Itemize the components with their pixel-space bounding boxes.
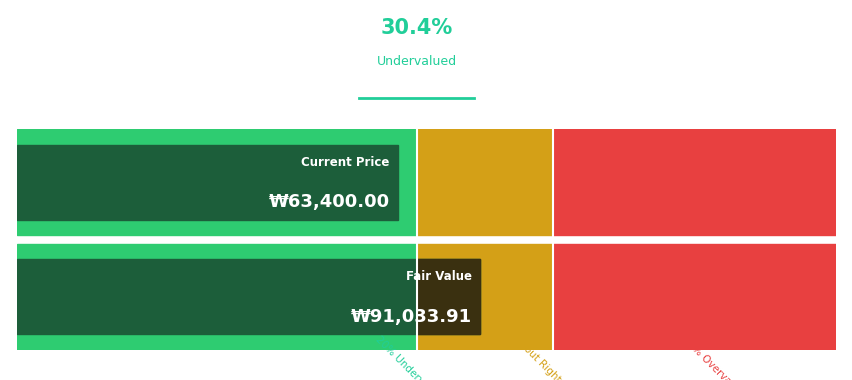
Bar: [553, 129, 835, 235]
Bar: [17, 259, 479, 334]
Bar: [17, 145, 397, 220]
Text: ₩91,033.91: ₩91,033.91: [350, 307, 471, 326]
Text: Fair Value: Fair Value: [405, 270, 471, 283]
Bar: [17, 129, 416, 235]
Bar: [553, 244, 835, 350]
Bar: [17, 244, 416, 350]
Text: 30.4%: 30.4%: [380, 18, 452, 38]
Bar: [416, 244, 553, 350]
Text: ₩63,400.00: ₩63,400.00: [268, 193, 389, 211]
Text: About Right: About Right: [512, 334, 562, 380]
Text: Current Price: Current Price: [301, 156, 389, 169]
Bar: [416, 259, 479, 334]
Text: Undervalued: Undervalued: [377, 55, 456, 68]
Text: 20% Undervalued: 20% Undervalued: [373, 334, 446, 380]
Bar: [416, 129, 553, 235]
Text: 20% Overvalued: 20% Overvalued: [680, 334, 748, 380]
